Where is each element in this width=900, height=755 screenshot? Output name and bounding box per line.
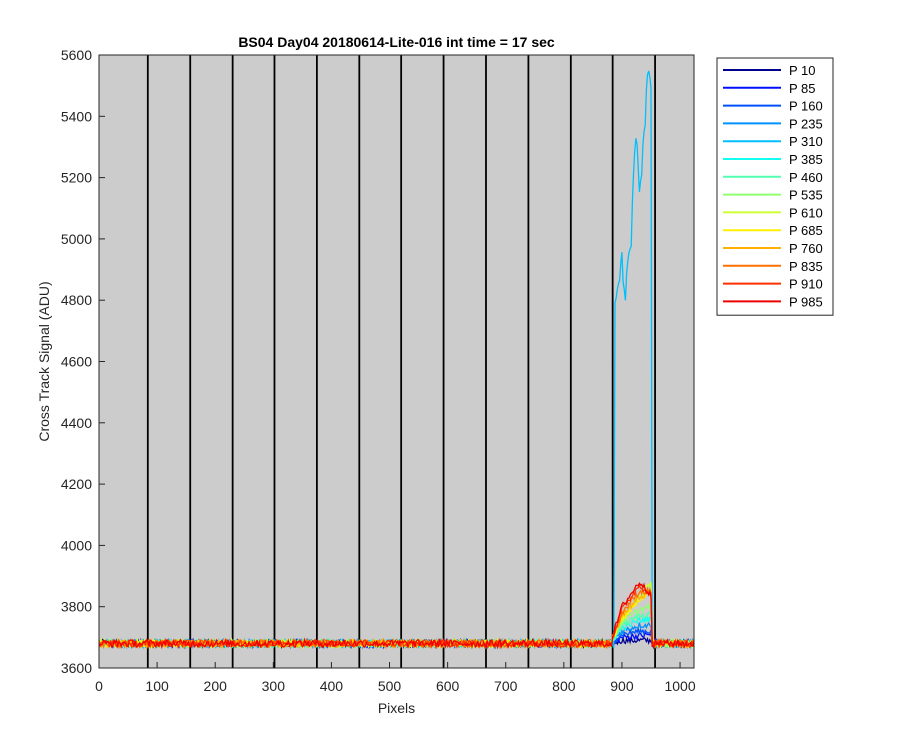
x-axis-ticks: 0 100 200 300 400 500 600 700 800 900 1000 <box>95 662 696 694</box>
legend-label: P 685 <box>789 223 823 238</box>
vertical-marker-lines <box>146 55 656 668</box>
legend-label: P 835 <box>789 259 823 274</box>
legend-label: P 460 <box>789 170 823 185</box>
legend-label: P 610 <box>789 205 823 220</box>
legend-label: P 760 <box>789 241 823 256</box>
y-tick-label: 5400 <box>61 108 92 124</box>
x-tick-label: 200 <box>204 678 228 694</box>
legend-label: P 385 <box>789 152 823 167</box>
legend-label: P 160 <box>789 99 823 114</box>
legend-label: P 235 <box>789 116 823 131</box>
legend-label: P 910 <box>789 277 823 292</box>
x-tick-label: 500 <box>378 678 402 694</box>
x-tick-label: 100 <box>145 678 169 694</box>
legend-label: P 10 <box>789 63 816 78</box>
x-tick-label: 0 <box>95 678 103 694</box>
x-tick-label: 700 <box>494 678 518 694</box>
legend-label: P 985 <box>789 294 823 309</box>
x-tick-label: 900 <box>610 678 634 694</box>
series-line-p-985 <box>98 581 695 650</box>
legend-label: P 310 <box>789 134 823 149</box>
chart-title: BS04 Day04 20180614-Lite-016 int time = … <box>238 34 555 50</box>
y-tick-label: 3800 <box>61 599 92 615</box>
y-tick-label: 5200 <box>61 170 92 186</box>
x-tick-label: 1000 <box>664 678 695 694</box>
y-axis-ticks: 3600 3800 4000 4200 4400 4600 4800 5000 5200 5400… <box>61 47 105 676</box>
y-tick-label: 4200 <box>61 476 92 492</box>
legend-box <box>716 57 834 316</box>
y-tick-label: 3600 <box>61 660 92 676</box>
y-tick-label: 4600 <box>61 354 92 370</box>
y-tick-label: 4800 <box>61 292 92 308</box>
x-tick-label: 300 <box>262 678 286 694</box>
x-axis-label: Pixels <box>378 700 415 716</box>
y-axis-label: Cross Track Signal (ADU) <box>36 281 52 441</box>
legend-label: P 85 <box>789 81 816 96</box>
plot-background <box>99 55 694 668</box>
x-tick-label: 800 <box>552 678 576 694</box>
y-tick-label: 4400 <box>61 415 92 431</box>
y-tick-label: 4000 <box>61 537 92 553</box>
series-lines <box>98 70 695 650</box>
legend: P 10 P 85 P 160 P 235 P 310 P 385 P 460 P 535 P … <box>716 57 834 316</box>
y-tick-label: 5600 <box>61 47 92 63</box>
x-tick-label: 600 <box>436 678 460 694</box>
legend-label: P 535 <box>789 188 823 203</box>
x-tick-label: 400 <box>320 678 344 694</box>
series-line-p-685 <box>99 590 695 650</box>
y-tick-label: 5000 <box>61 231 92 247</box>
